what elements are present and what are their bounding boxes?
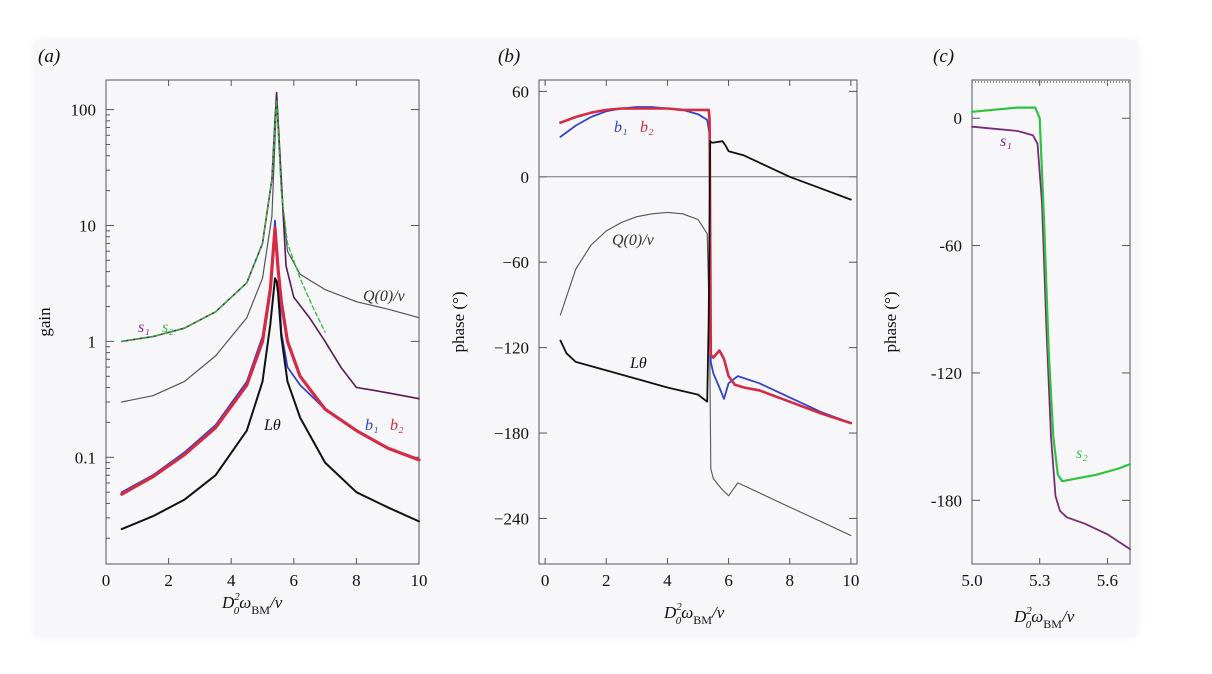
panel-a-label-b2: b₂ — [390, 417, 404, 434]
panel-a-ticks: 0 2 4 6 8 10 0.1 1 10 100 — [71, 80, 428, 590]
panel-b-series-b1 — [559, 106, 852, 425]
panel-c-xlabel: D2 0ωBM/ν — [1013, 605, 1075, 631]
panel-a-ytick-label: 100 — [71, 101, 97, 120]
panel-b-ytick-label: −180 — [494, 424, 529, 443]
panel-b-xlabel-tail: /ν — [711, 603, 725, 622]
panel-a-xtick-label: 2 — [164, 571, 173, 590]
panel-a-xlabel-d: D — [221, 593, 235, 612]
panel-b-ytick-label: −60 — [502, 253, 529, 272]
panel-c-xlabel-sub: 0 — [1026, 619, 1032, 631]
panel-b-label-b2: b₂ — [640, 119, 654, 136]
panel-a-xlabel-omega-sub: BM — [251, 603, 270, 617]
panel-a-label-ltheta: Lθ — [263, 417, 281, 434]
panel-b-frame — [538, 79, 858, 565]
panel-b-ticks: 0 2 4 6 8 10 60 0 −60 −120 −180 −240 — [494, 80, 859, 590]
panel-b-label-ltheta: Lθ — [629, 355, 647, 372]
panel-a-xtick-label: 4 — [227, 571, 236, 590]
panel-a-label: (a) — [38, 46, 60, 67]
panel-a-series-l — [120, 277, 420, 531]
panel-c: (c) 5.0 5.3 5.60-60-120-180 phase (°) D2 0ω… — [881, 46, 1132, 631]
panel-b-xlabel-sup: 2 — [676, 601, 682, 613]
panel-b-series-b2 — [559, 107, 853, 425]
panel-a-frame — [105, 79, 420, 565]
panel-c-xtick-label: 5.6 — [1097, 571, 1118, 590]
panel-c-xlabel-sup: 2 — [1026, 605, 1032, 617]
panel-b-ytick-label: 60 — [512, 82, 529, 101]
panel-c-xlabel-tail: /ν — [1061, 607, 1075, 626]
panel-b-label-q0: Q(0)/ν — [612, 232, 655, 249]
panel-a-label-b1: b₁ — [365, 417, 379, 434]
panel-a-series — [120, 91, 421, 531]
panel-c-xlabel-omega-sub: BM — [1043, 617, 1062, 631]
panel-c-series-s1 — [971, 125, 1131, 550]
panel-a-xlabel-tail: /ν — [269, 593, 283, 612]
panel-c-ytick-label: 0 — [954, 109, 963, 128]
panel-c-ytick-label: -180 — [931, 491, 962, 510]
panel-b-xtick-label: 2 — [602, 571, 611, 590]
panel-a-xtick-label: 6 — [290, 571, 299, 590]
panel-a-series-b1 — [120, 219, 420, 494]
panel-c-label-s2: s₂ — [1076, 445, 1088, 462]
panel-a-xtick-label: 0 — [102, 571, 111, 590]
panel-c-label-s1: s₁ — [1000, 133, 1012, 150]
panel-a-label-s2: s₂ — [162, 319, 174, 336]
panel-b-xlabel-sub: 0 — [676, 615, 682, 627]
panel-b-series-l — [559, 140, 852, 403]
panel-b-xlabel-omega: ω — [681, 603, 693, 622]
panel-b-xtick-label: 4 — [663, 571, 672, 590]
panel-c-series-s2 — [970, 106, 1132, 483]
panel-b-xtick-label: 0 — [541, 571, 550, 590]
panel-b-label-b1: b₁ — [614, 119, 628, 136]
panel-a-xlabel-sub: 0 — [234, 605, 240, 617]
panel-b-xtick-label: 10 — [842, 571, 859, 590]
panel-c-xtick-label: 5.3 — [1029, 571, 1050, 590]
panel-b-xtick-label: 6 — [724, 571, 733, 590]
panel-a-label-q0: Q(0)/ν — [363, 288, 406, 305]
panel-b-ylabel: phase (°) — [449, 291, 468, 352]
panel-a-series-s2 — [121, 99, 326, 343]
panel-c-ticks: 5.0 5.3 5.6 0 -60 -120 -180 — [931, 80, 1130, 590]
panel-c-xtick-label: 5.0 — [961, 571, 982, 590]
panel-b-xlabel-omega-sub: BM — [693, 613, 712, 627]
panel-b-xlabel-d: D — [663, 603, 677, 622]
panel-b-xtick-label: 8 — [785, 571, 794, 590]
panel-a-ytick-label: 0.1 — [75, 448, 96, 467]
panel-a-label-s1: s₁ — [138, 319, 150, 336]
panel-b-series — [539, 106, 857, 537]
panel-b-xlabel: D2 0ωBM/ν — [663, 601, 725, 627]
panel-c-ytick-label: -60 — [939, 237, 962, 256]
panel-c-label: (c) — [933, 46, 954, 67]
panel-c-xlabel-omega: ω — [1031, 607, 1043, 626]
panel-a-series-s1 — [120, 91, 420, 400]
panel-c-frame — [971, 79, 1131, 565]
panel-c-ylabel: phase (°) — [881, 291, 900, 352]
panel-b-series-q0 — [559, 211, 852, 537]
panel-a-xlabel: D2 0ωBM/ν — [221, 591, 283, 617]
panel-a-ylabel: gain — [35, 307, 54, 337]
panel-b-label: (b) — [498, 46, 520, 67]
panel-b-ytick-label: −120 — [494, 339, 529, 358]
panel-b-ytick-label: 0 — [521, 168, 530, 187]
figure-card — [34, 40, 1138, 636]
panel-c-ytick-label: -120 — [931, 364, 962, 383]
panel-a-xtick-label: 8 — [352, 571, 361, 590]
panel-a-xtick-label: 10 — [411, 571, 428, 590]
panel-a-ytick-label: 1 — [88, 332, 97, 351]
panel-a-series-q0 — [121, 99, 420, 403]
panel-a-xlabel-sup: 2 — [234, 591, 240, 603]
panel-a-ytick-label: 10 — [79, 216, 96, 235]
panel-c-series — [970, 106, 1132, 550]
panel-a-series-b2 — [120, 226, 421, 496]
panel-b-ytick-label: −240 — [494, 509, 529, 528]
panel-c-xlabel-d: D — [1013, 607, 1027, 626]
panel-a-xlabel-omega: ω — [239, 593, 251, 612]
